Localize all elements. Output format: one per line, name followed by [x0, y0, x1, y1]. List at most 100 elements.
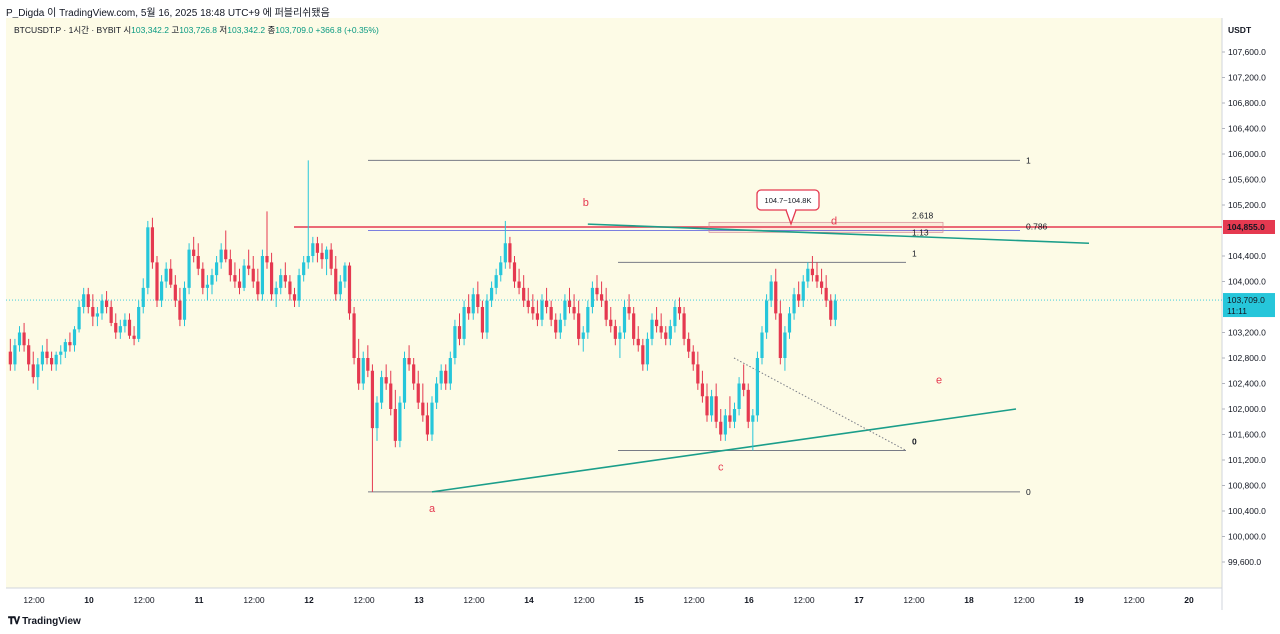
price-tick-label: 102,000.0 [1228, 404, 1266, 414]
candle-body [324, 249, 329, 260]
candle-body [370, 370, 375, 429]
candle-body [581, 332, 585, 339]
chart-area[interactable]: 107,600.0 107,200.0 106,800.0 106,400.0 106,… [6, 18, 1280, 610]
candle-body [659, 326, 663, 333]
price-tick-label: 102,400.0 [1228, 379, 1266, 389]
legend-close: 103,709.0 [275, 25, 314, 35]
candle-body [315, 243, 320, 253]
candle-body [572, 307, 576, 314]
publish-header: P_Digda 이 TradingView.com, 5월 16, 2025 1… [0, 0, 1280, 19]
candle-body [778, 313, 782, 358]
time-tick-label: 13 [414, 595, 424, 605]
candle-body [27, 345, 31, 365]
candle-body [260, 256, 265, 295]
candle-body [155, 262, 159, 301]
candle-body [645, 338, 650, 365]
candle-body [618, 332, 622, 339]
candle-body [434, 383, 439, 403]
candle-body [59, 351, 63, 355]
drawing-layer [6, 159, 1222, 493]
legend-low-label: 저 [219, 25, 228, 35]
candle-body [787, 313, 792, 333]
candle-body [457, 326, 462, 339]
candle-body [682, 313, 686, 339]
tradingview-logo[interactable]: 𝐓𝐕 TradingView [8, 616, 81, 627]
wave-label-b: b [583, 197, 589, 209]
candle-body [489, 287, 494, 301]
time-tick-label: 12:00 [1013, 595, 1035, 605]
legend-close-label: 종 [267, 25, 276, 35]
candle-body [677, 307, 682, 314]
candle-body [627, 307, 631, 314]
candle-body [792, 294, 796, 314]
candle-body [302, 262, 306, 276]
candle-body [503, 243, 507, 263]
candle-body [247, 265, 251, 269]
candle-body [751, 415, 755, 422]
price-tick-label: 101,600.0 [1228, 430, 1266, 440]
candle-body [480, 307, 485, 333]
candle-body [219, 249, 223, 263]
candle-body [604, 300, 608, 320]
candle-body [141, 287, 145, 307]
candle-body [599, 294, 604, 301]
brand-text: TradingView [22, 616, 81, 627]
candle-body [687, 338, 691, 352]
candle-body [526, 300, 530, 307]
candle-body [709, 396, 714, 416]
candle-body [205, 284, 210, 288]
level-price-box [1223, 219, 1275, 234]
level-price-label: 104,855.0 [1227, 222, 1265, 232]
candle-body [508, 243, 512, 263]
candle-body [467, 307, 471, 314]
candle-body [485, 300, 489, 333]
candle-body [311, 243, 315, 256]
candle-body [8, 351, 12, 365]
time-tick-label: 12:00 [903, 595, 925, 605]
candle-body [68, 342, 72, 346]
candle-body [127, 319, 132, 336]
candle-body [448, 358, 452, 384]
candle-body [622, 307, 627, 333]
candle-body [251, 268, 255, 282]
chart-svg[interactable]: 107,600.0 107,200.0 106,800.0 106,400.0 106,… [6, 18, 1280, 610]
candle-body [63, 342, 67, 352]
candle-body [650, 319, 654, 339]
candle-body [169, 268, 173, 285]
price-tick-label: 99,600.0 [1228, 557, 1261, 567]
candle-body [668, 326, 672, 339]
candle-body [462, 307, 466, 339]
price-tick-label: 102,800.0 [1228, 353, 1266, 363]
legend-symbol[interactable]: BTCUSDT.P · 1시간 · BYBIT [14, 25, 121, 35]
candle-body [389, 383, 393, 409]
candle-body [292, 294, 297, 301]
time-axis-background[interactable] [6, 588, 1222, 610]
candle-body [361, 358, 365, 384]
candle-body [439, 370, 443, 384]
plot-background [6, 18, 1222, 588]
time-tick-label: 10 [84, 595, 94, 605]
candle-body [535, 313, 540, 320]
wave-label-e: e [936, 375, 942, 387]
time-tick-label: 12:00 [573, 595, 595, 605]
candle-body [201, 268, 205, 288]
candle-body [334, 268, 338, 295]
price-tick-label: 100,000.0 [1228, 532, 1266, 542]
current-price-box [1223, 293, 1275, 318]
candle-body [494, 275, 498, 288]
labels-layer: a b c d e 1 0 0.786 1 0 2.618 1.13 104.7~104.8K [429, 155, 1048, 515]
candle-body [196, 256, 200, 269]
candle-body [563, 300, 567, 320]
candle-body [210, 275, 214, 285]
price-tick-label: 100,800.0 [1228, 481, 1266, 491]
fib-sub-label: 1.13 [912, 228, 929, 238]
candle-body [375, 402, 379, 429]
candle-body [723, 415, 727, 435]
wave-label-c: c [718, 461, 724, 473]
candle-body [732, 409, 737, 422]
candle-body [86, 294, 90, 307]
fib-inner-1-label: 1 [912, 248, 917, 258]
candle-body [306, 256, 310, 263]
candle-body [654, 319, 659, 327]
candle-body [444, 370, 448, 384]
